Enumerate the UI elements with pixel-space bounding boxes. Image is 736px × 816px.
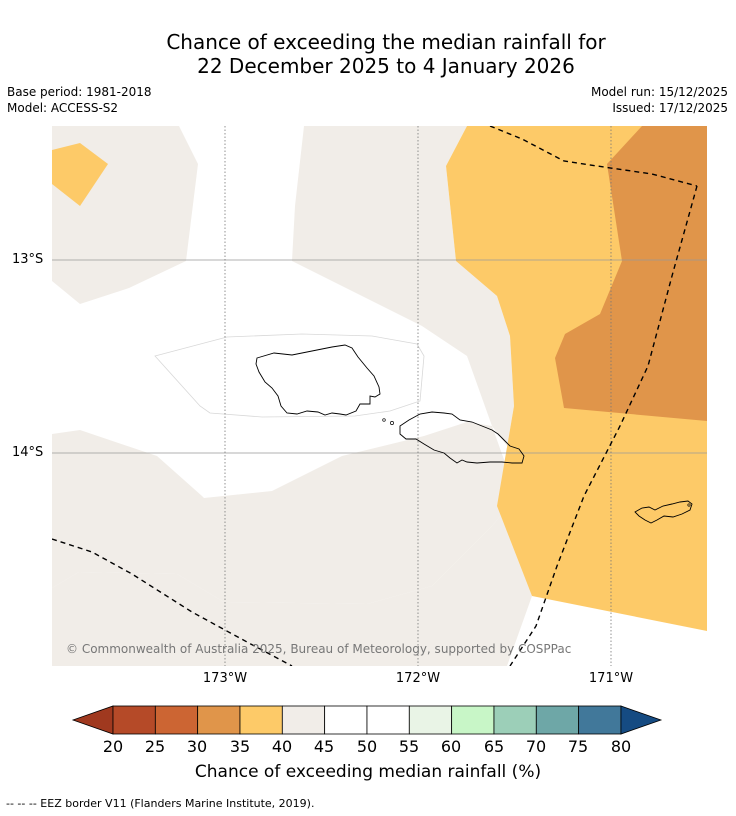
base-period: Base period: 1981-2018 <box>7 85 152 99</box>
colorbar-extend-low <box>71 705 114 735</box>
eez-legend-note: -- -- -- EEZ border V11 (Flanders Marine… <box>6 797 315 810</box>
island-savaii-coastline <box>255 344 381 416</box>
cbar-tick-40: 40 <box>271 737 293 756</box>
lat-label-13s: 13°S <box>12 252 44 267</box>
eez-border-east <box>509 185 698 666</box>
lon-label-173w: 173°W <box>202 671 248 686</box>
colorbar-segment-30-35 <box>197 705 241 735</box>
colorbar-segment-50-55 <box>366 705 410 735</box>
colorbar-segment-45-50 <box>324 705 368 735</box>
copyright-credit: © Commonwealth of Australia 2025, Bureau… <box>66 642 572 656</box>
lat-label-14s: 14°S <box>12 445 44 460</box>
lon-label-172w: 172°W <box>395 671 441 686</box>
region-40-45-central <box>52 126 532 666</box>
cbar-tick-20: 20 <box>102 737 124 756</box>
colorbar-segment-70-75 <box>535 705 580 735</box>
cbar-tick-80: 80 <box>610 737 632 756</box>
map-title: Chance of exceeding the median rainfall … <box>0 30 736 78</box>
region-35-40-far-west <box>52 143 108 206</box>
cbar-tick-45: 45 <box>313 737 335 756</box>
colorbar-segment-25-30 <box>154 705 199 735</box>
cbar-tick-60: 60 <box>440 737 462 756</box>
cbar-tick-75: 75 <box>567 737 589 756</box>
forecast-map <box>52 126 707 666</box>
colorbar-segment-35-40 <box>239 705 283 735</box>
island-upolu-coastline <box>399 411 525 464</box>
colorbar-segment-20-25 <box>112 705 156 735</box>
island-manono <box>390 421 394 425</box>
region-30-35-north-east <box>555 126 707 421</box>
meta-right: Model run: 15/12/2025 Issued: 17/12/2025 <box>591 84 728 116</box>
colorbar <box>71 705 663 735</box>
eez-border-north <box>489 126 698 187</box>
eez-border-south-west <box>52 538 293 666</box>
colorbar-segment-55-60 <box>408 705 453 735</box>
colorbar-label: Chance of exceeding median rainfall (%) <box>194 762 542 782</box>
cbar-tick-35: 35 <box>229 737 251 756</box>
colorbar-segment-75-80 <box>578 705 622 735</box>
model-run: Model run: 15/12/2025 <box>590 85 728 99</box>
cbar-tick-50: 50 <box>356 737 378 756</box>
title-line-1: Chance of exceeding the median rainfall … <box>166 30 606 54</box>
lon-label-171w: 171°W <box>588 671 634 686</box>
colorbar-segment-40-45 <box>281 705 326 735</box>
island-tutuila-coastline <box>634 500 693 524</box>
island-apolima <box>382 418 386 422</box>
meta-left: Base period: 1981-2018 Model: ACCESS-S2 <box>7 84 152 116</box>
cbar-tick-30: 30 <box>186 737 208 756</box>
title-line-2: 22 December 2025 to 4 January 2026 <box>197 54 575 78</box>
cbar-tick-65: 65 <box>483 737 505 756</box>
cbar-tick-55: 55 <box>398 737 420 756</box>
issued-date: Issued: 17/12/2025 <box>612 101 728 115</box>
model-name: Model: ACCESS-S2 <box>7 101 119 115</box>
island-aunuu <box>687 503 691 507</box>
region-40-45-south-west <box>52 422 517 604</box>
colorbar-extend-high <box>620 705 663 735</box>
colorbar-segment-65-70 <box>493 705 537 735</box>
cbar-tick-70: 70 <box>525 737 547 756</box>
cbar-tick-25: 25 <box>144 737 166 756</box>
colorbar-segment-60-65 <box>451 705 495 735</box>
